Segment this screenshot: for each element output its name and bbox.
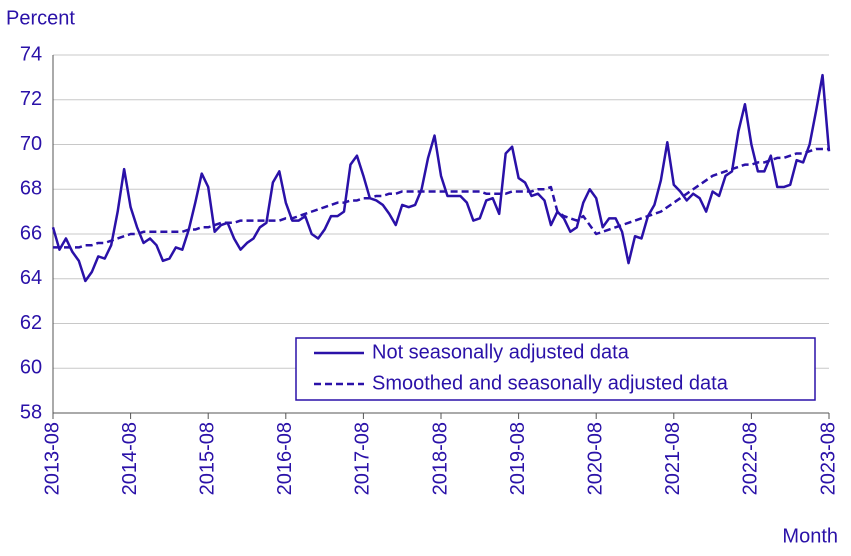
y-tick-label: 72 bbox=[20, 88, 42, 110]
x-tick-label: 2021-08 bbox=[662, 422, 684, 495]
x-tick-label: 2013-08 bbox=[41, 422, 63, 495]
x-tick-label: 2020-08 bbox=[584, 422, 606, 495]
x-tick-label: 2022-08 bbox=[740, 422, 762, 495]
series-line bbox=[53, 147, 829, 249]
y-tick-label: 58 bbox=[20, 401, 42, 423]
x-tick-label: 2019-08 bbox=[507, 422, 529, 495]
y-tick-label: 70 bbox=[20, 133, 42, 155]
y-tick-label: 74 bbox=[20, 43, 42, 65]
x-tick-label: 2017-08 bbox=[352, 422, 374, 495]
legend-label: Smoothed and seasonally adjusted data bbox=[372, 372, 729, 394]
legend-box bbox=[295, 337, 816, 401]
y-tick-label: 62 bbox=[20, 312, 42, 334]
x-tick-label: 2016-08 bbox=[274, 422, 296, 495]
y-tick-label: 68 bbox=[20, 178, 42, 200]
legend: Not seasonally adjusted data Smoothed and… bbox=[295, 337, 816, 401]
x-tick-label: 2015-08 bbox=[196, 422, 218, 495]
series-line bbox=[51, 73, 831, 283]
x-tick-label: 2018-08 bbox=[429, 422, 451, 495]
legend-label: Not seasonally adjusted data bbox=[372, 341, 630, 363]
y-tick-label: 60 bbox=[20, 357, 42, 379]
y-axis-label: Percent bbox=[6, 7, 75, 29]
x-axis-label: Month bbox=[782, 525, 838, 547]
x-tick-label: 2014-08 bbox=[119, 422, 141, 495]
y-tick-label: 64 bbox=[20, 267, 42, 289]
y-tick-label: 66 bbox=[20, 222, 42, 244]
x-tick-label: 2023-08 bbox=[817, 422, 839, 495]
